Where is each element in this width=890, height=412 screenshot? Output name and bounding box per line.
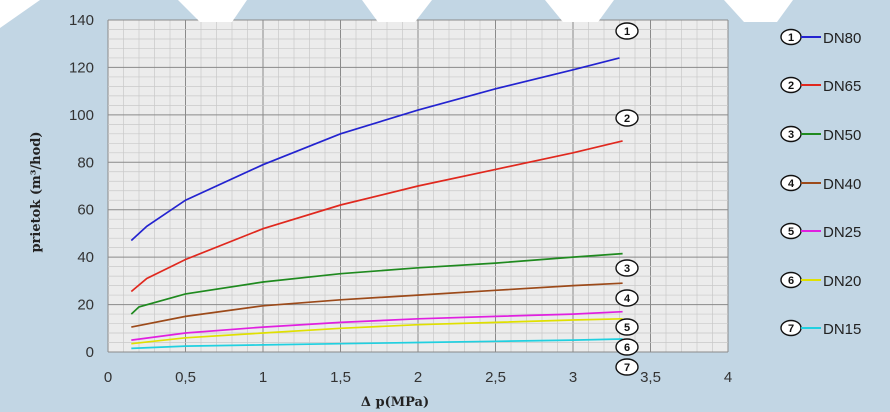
legend-entry-dn25: 5 DN25 bbox=[780, 222, 861, 241]
badge-3: 3 bbox=[615, 259, 639, 277]
legend-badge-number: 5 bbox=[788, 226, 794, 238]
legend-entry-dn40: 4 DN40 bbox=[780, 174, 861, 193]
badge-number: 1 bbox=[624, 26, 630, 38]
series-line-dn20 bbox=[131, 317, 623, 345]
legend-entry-dn15: 7 DN15 bbox=[780, 319, 861, 338]
badge-number: 3 bbox=[624, 263, 630, 275]
badge-7: 7 bbox=[615, 358, 639, 376]
y-tick-label: 20 bbox=[77, 297, 94, 314]
badge-5: 5 bbox=[615, 318, 639, 336]
series-line-dn50 bbox=[130, 252, 623, 315]
x-tick-label: 3,5 bbox=[640, 369, 661, 386]
badge-6: 6 bbox=[615, 338, 639, 356]
x-tick-label: 4 bbox=[724, 369, 732, 386]
legend-label: DN65 bbox=[823, 78, 861, 95]
badge-number: 4 bbox=[624, 293, 631, 305]
legend-label: DN80 bbox=[823, 30, 861, 47]
series-line-dn15 bbox=[131, 338, 623, 350]
series-line-dn25 bbox=[131, 310, 623, 341]
y-tick-label: 140 bbox=[69, 12, 94, 29]
x-axis-title: Δ p(MPa) bbox=[361, 395, 429, 410]
y-tick-label: 0 bbox=[86, 344, 94, 361]
badge-1: 1 bbox=[615, 22, 639, 40]
legend-label: DN50 bbox=[823, 127, 861, 144]
decorative-top-bands bbox=[0, 0, 793, 28]
legend-badge-number: 7 bbox=[788, 323, 794, 335]
legend-entry-dn50: 3 DN50 bbox=[780, 125, 861, 144]
legend-badge-number: 2 bbox=[788, 80, 794, 92]
y-tick-label: 40 bbox=[77, 249, 94, 266]
x-tick-label: 3 bbox=[569, 369, 577, 386]
series-line-dn40 bbox=[131, 282, 623, 328]
series-lines bbox=[130, 57, 623, 350]
x-tick-label: 0 bbox=[104, 369, 112, 386]
series-badges: 1 2 3 4 5 6 7 bbox=[615, 22, 639, 376]
series-line-dn80 bbox=[130, 57, 620, 242]
legend-badge-number: 6 bbox=[788, 275, 794, 287]
badge-4: 4 bbox=[615, 289, 639, 307]
badge-2: 2 bbox=[615, 109, 639, 127]
y-tick-label: 60 bbox=[77, 202, 94, 219]
legend-label: DN25 bbox=[823, 224, 861, 241]
y-tick-label: 120 bbox=[69, 59, 94, 76]
x-tick-label: 0,5 bbox=[175, 369, 196, 386]
legend-badge-number: 3 bbox=[788, 129, 794, 141]
badge-number: 6 bbox=[624, 342, 630, 354]
y-tick-labels: 0 20 40 60 80 100 120 140 bbox=[69, 12, 94, 361]
y-axis-title: prietok (m³/hod) bbox=[29, 131, 44, 252]
legend-label: DN15 bbox=[823, 321, 861, 338]
legend-badge-number: 4 bbox=[788, 178, 795, 190]
legend-entry-dn20: 6 DN20 bbox=[780, 271, 861, 290]
legend-entry-dn65: 2 DN65 bbox=[780, 76, 861, 95]
badge-number: 7 bbox=[624, 362, 630, 374]
legend-label: DN40 bbox=[823, 176, 861, 193]
x-tick-label: 2 bbox=[414, 369, 422, 386]
series-line-dn65 bbox=[130, 140, 623, 293]
x-tick-labels: 0 0,5 1 1,5 2 2,5 3 3,5 4 bbox=[104, 369, 732, 386]
badge-number: 5 bbox=[624, 322, 630, 334]
badge-number: 2 bbox=[624, 113, 630, 125]
legend: 1 DN80 2 DN65 3 DN50 4 DN40 5 DN25 6 DN20 7 DN15 bbox=[780, 28, 861, 338]
legend-badge-number: 1 bbox=[788, 32, 794, 44]
y-tick-label: 100 bbox=[69, 107, 94, 124]
y-tick-label: 80 bbox=[77, 154, 94, 171]
x-tick-label: 1 bbox=[259, 369, 267, 386]
x-tick-label: 2,5 bbox=[485, 369, 506, 386]
legend-entry-dn80: 1 DN80 bbox=[780, 28, 861, 47]
legend-label: DN20 bbox=[823, 273, 861, 290]
x-tick-label: 1,5 bbox=[330, 369, 351, 386]
